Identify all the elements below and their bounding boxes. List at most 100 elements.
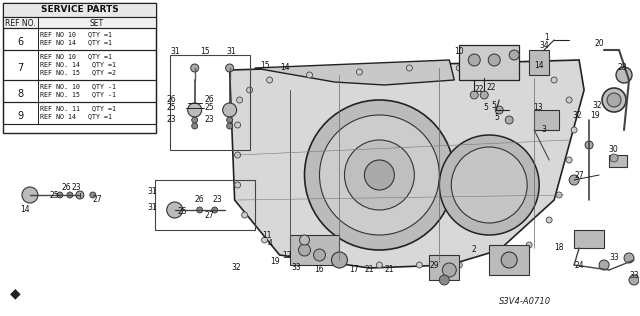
Text: 5: 5 [495, 113, 500, 123]
Bar [3, 3, 156, 17]
Text: REF NO 10   QTY =1: REF NO 10 QTY =1 [40, 53, 112, 59]
Text: 33: 33 [609, 253, 619, 263]
Text: 30: 30 [608, 145, 618, 155]
Text: 31: 31 [227, 47, 236, 57]
Text: 26: 26 [205, 95, 214, 105]
Circle shape [616, 67, 632, 83]
Text: ◆: ◆ [10, 286, 20, 300]
Text: SERVICE PARTS: SERVICE PARTS [40, 5, 118, 14]
Circle shape [212, 207, 218, 213]
Circle shape [506, 67, 512, 73]
Text: 5: 5 [484, 104, 489, 112]
Bar [3, 28, 156, 50]
Bar [534, 110, 559, 130]
Text: 34: 34 [540, 40, 549, 50]
Text: 33: 33 [292, 264, 301, 272]
Circle shape [319, 115, 439, 235]
Bar [574, 230, 604, 248]
Circle shape [227, 117, 232, 123]
Circle shape [501, 252, 517, 268]
Circle shape [509, 50, 519, 60]
Text: REF NO. 10   QTY -1: REF NO. 10 QTY -1 [40, 83, 116, 89]
Circle shape [546, 217, 552, 223]
Text: 14: 14 [280, 64, 289, 72]
Circle shape [344, 140, 414, 210]
Circle shape [468, 54, 480, 66]
Text: 25: 25 [167, 104, 177, 112]
Bar [3, 102, 156, 124]
Text: 31: 31 [170, 47, 180, 57]
Circle shape [300, 235, 310, 245]
Text: 25: 25 [49, 191, 59, 199]
Text: 16: 16 [315, 264, 324, 274]
Circle shape [356, 69, 362, 75]
Circle shape [226, 64, 234, 72]
Text: 28: 28 [617, 64, 627, 72]
Text: REF NO. 14   QTY =1: REF NO. 14 QTY =1 [40, 61, 116, 67]
Bar [3, 80, 156, 102]
Circle shape [307, 72, 312, 78]
Circle shape [488, 54, 500, 66]
Circle shape [237, 97, 243, 103]
Circle shape [495, 106, 503, 114]
Text: 32: 32 [232, 263, 241, 271]
Text: 31: 31 [147, 187, 157, 197]
Text: 7: 7 [17, 63, 23, 73]
Polygon shape [230, 60, 584, 268]
Circle shape [417, 262, 422, 268]
Text: 32: 32 [572, 111, 582, 119]
Circle shape [90, 192, 96, 198]
Text: 10: 10 [454, 47, 464, 57]
Circle shape [526, 242, 532, 248]
Polygon shape [255, 60, 454, 85]
Text: 26: 26 [195, 196, 205, 204]
Text: 15: 15 [260, 60, 269, 70]
Text: 12: 12 [282, 251, 291, 259]
Circle shape [496, 257, 502, 263]
Bar [3, 3, 156, 133]
Circle shape [192, 117, 198, 123]
Text: 21: 21 [385, 265, 394, 275]
Bar [529, 50, 549, 75]
Text: 8: 8 [17, 89, 23, 99]
Circle shape [262, 237, 268, 243]
Circle shape [480, 91, 488, 99]
Text: 3: 3 [541, 125, 547, 135]
Text: 21: 21 [365, 265, 374, 275]
Circle shape [191, 64, 198, 72]
Circle shape [571, 127, 577, 133]
Text: 15: 15 [200, 47, 209, 57]
Text: 22: 22 [474, 86, 484, 94]
Text: REF NO.: REF NO. [4, 19, 35, 27]
Bar [3, 17, 156, 28]
Text: 27: 27 [574, 171, 584, 179]
Circle shape [551, 77, 557, 83]
Text: 25: 25 [205, 104, 214, 112]
Circle shape [57, 192, 63, 198]
Text: 32: 32 [592, 100, 602, 110]
Circle shape [439, 135, 539, 235]
Circle shape [298, 244, 310, 256]
Circle shape [22, 187, 38, 203]
Text: 29: 29 [429, 262, 439, 270]
Circle shape [607, 93, 621, 107]
Text: 20: 20 [595, 39, 604, 47]
Circle shape [235, 122, 241, 128]
Text: SET: SET [90, 19, 104, 27]
Text: 26: 26 [167, 95, 177, 105]
Text: 18: 18 [554, 244, 564, 252]
Circle shape [305, 100, 454, 250]
Text: 19: 19 [590, 111, 600, 119]
Circle shape [223, 103, 237, 117]
Circle shape [167, 202, 182, 218]
Text: REF NO 14   QTY =1: REF NO 14 QTY =1 [40, 39, 112, 45]
Bar [155, 180, 255, 230]
Circle shape [364, 160, 394, 190]
Circle shape [624, 253, 634, 263]
Bar [170, 55, 250, 150]
Text: 27: 27 [92, 196, 102, 204]
Text: REF NO 10   QTY =1: REF NO 10 QTY =1 [40, 31, 112, 37]
Circle shape [610, 154, 618, 162]
Text: 6: 6 [17, 37, 23, 47]
Bar [460, 45, 519, 80]
